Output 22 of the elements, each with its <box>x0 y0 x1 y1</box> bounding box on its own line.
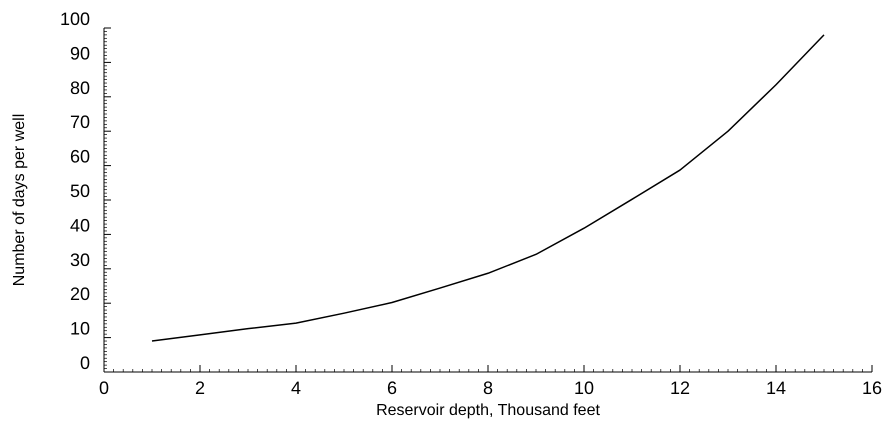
y-tick-label: 80 <box>70 78 90 98</box>
y-tick-label: 70 <box>70 112 90 132</box>
y-tick-label: 60 <box>70 146 90 167</box>
x-tick-label: 10 <box>574 378 594 398</box>
x-axis-title: Reservoir depth, Thousand feet <box>376 402 600 419</box>
y-tick-label: 20 <box>70 284 90 304</box>
y-tick-label: 40 <box>70 215 90 236</box>
x-tick-label: 4 <box>290 378 302 398</box>
x-tick-label: 16 <box>862 378 882 398</box>
x-tick-label: 0 <box>98 378 110 398</box>
x-tick-label: 6 <box>386 378 398 398</box>
x-tick-label: 14 <box>766 378 786 398</box>
x-tick-label: 2 <box>194 378 206 398</box>
y-tick-label: 10 <box>70 318 90 339</box>
x-tick-label: 8 <box>482 378 494 398</box>
y-tick-label: 90 <box>70 43 90 64</box>
y-tick-label: 30 <box>70 250 90 270</box>
x-tick-label: 12 <box>670 378 690 398</box>
y-axis-title: Number of days per well <box>11 114 28 286</box>
y-tick-label: 0 <box>80 353 90 373</box>
y-tick-label: 100 <box>60 9 90 29</box>
y-tick-label: 50 <box>70 181 90 201</box>
